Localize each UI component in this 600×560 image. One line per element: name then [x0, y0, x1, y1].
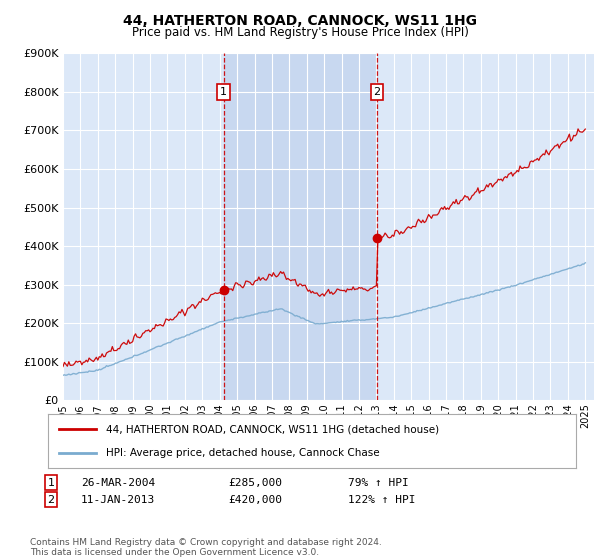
Text: 11-JAN-2013: 11-JAN-2013 — [81, 494, 155, 505]
Text: 79% ↑ HPI: 79% ↑ HPI — [348, 478, 409, 488]
Text: 1: 1 — [220, 87, 227, 97]
Text: 26-MAR-2004: 26-MAR-2004 — [81, 478, 155, 488]
Text: Contains HM Land Registry data © Crown copyright and database right 2024.
This d: Contains HM Land Registry data © Crown c… — [30, 538, 382, 557]
Text: 2: 2 — [373, 87, 380, 97]
Text: 44, HATHERTON ROAD, CANNOCK, WS11 1HG: 44, HATHERTON ROAD, CANNOCK, WS11 1HG — [123, 14, 477, 28]
Text: 122% ↑ HPI: 122% ↑ HPI — [348, 494, 415, 505]
Text: 44, HATHERTON ROAD, CANNOCK, WS11 1HG (detached house): 44, HATHERTON ROAD, CANNOCK, WS11 1HG (d… — [106, 424, 439, 435]
Text: 1: 1 — [47, 478, 55, 488]
Text: HPI: Average price, detached house, Cannock Chase: HPI: Average price, detached house, Cann… — [106, 447, 380, 458]
Text: £420,000: £420,000 — [228, 494, 282, 505]
Text: 2: 2 — [47, 494, 55, 505]
Bar — [224, 53, 377, 400]
Text: Price paid vs. HM Land Registry's House Price Index (HPI): Price paid vs. HM Land Registry's House … — [131, 26, 469, 39]
Text: £285,000: £285,000 — [228, 478, 282, 488]
